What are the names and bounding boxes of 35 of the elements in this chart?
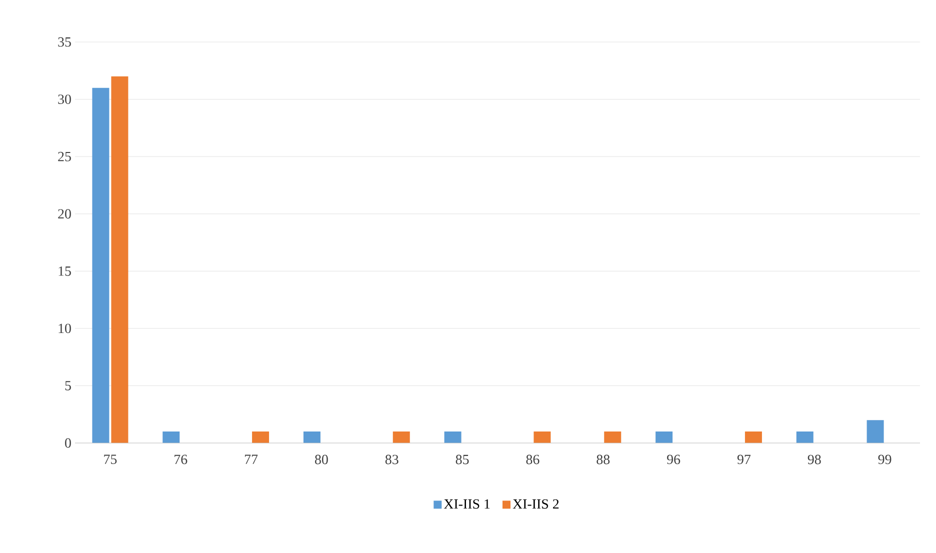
x-tick-label: 80 — [315, 454, 328, 464]
bar — [796, 432, 814, 443]
x-tick-label: 76 — [174, 454, 188, 464]
y-tick-label: 10 — [58, 324, 71, 334]
legend-label: XI-IIS 2 — [512, 499, 559, 509]
bar — [444, 432, 462, 443]
bar — [744, 432, 762, 443]
x-tick-label: 86 — [526, 454, 540, 464]
bar — [162, 432, 180, 443]
x-tick-label: 75 — [104, 454, 117, 464]
bar — [252, 432, 270, 443]
y-tick-label: 30 — [58, 94, 71, 104]
bar — [656, 432, 673, 443]
x-tick-label: 98 — [808, 454, 821, 464]
y-tick-label: 15 — [58, 266, 71, 276]
x-tick-label: 85 — [456, 454, 469, 464]
y-tick-label: 0 — [65, 438, 71, 448]
y-tick-label: 25 — [58, 152, 71, 162]
bar — [111, 76, 128, 443]
bar — [303, 432, 320, 443]
bar — [534, 432, 551, 443]
bar — [866, 420, 884, 443]
x-tick-label: 99 — [878, 454, 892, 464]
y-tick-label: 5 — [65, 381, 71, 390]
x-tick-label: 96 — [667, 454, 680, 464]
bar — [604, 432, 622, 443]
x-tick-label: 97 — [737, 454, 751, 464]
x-tick-label: 77 — [244, 454, 258, 464]
y-tick-label: 35 — [58, 37, 71, 47]
bar — [92, 88, 110, 443]
x-tick-label: 83 — [385, 454, 398, 464]
bar — [392, 432, 410, 443]
y-tick-label: 20 — [58, 209, 71, 219]
legend-label: XI-IIS 1 — [444, 499, 490, 509]
x-tick-label: 88 — [596, 454, 610, 464]
